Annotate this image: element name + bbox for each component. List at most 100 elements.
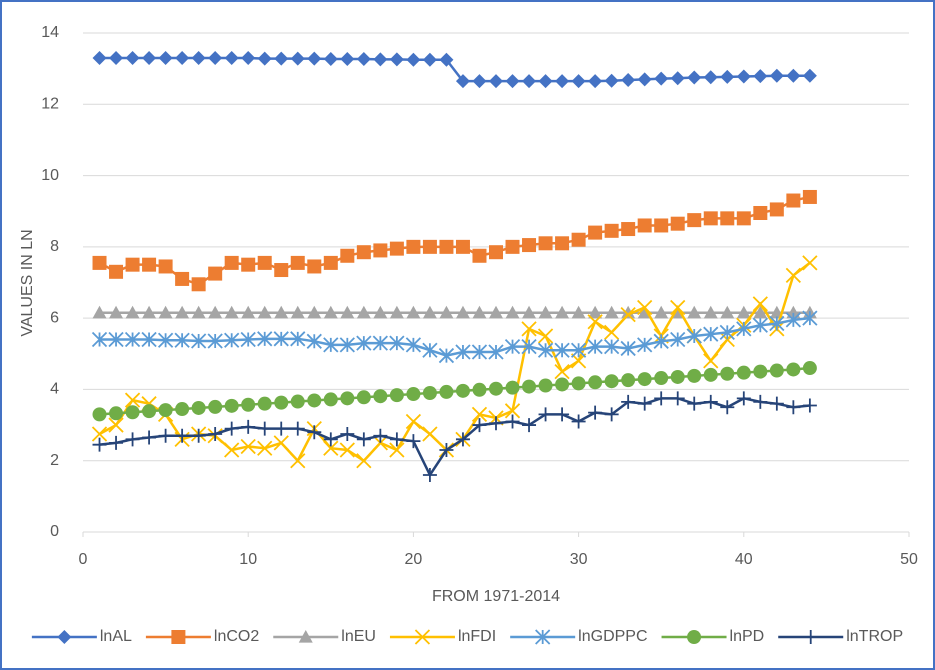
marker <box>157 332 174 348</box>
marker <box>422 239 437 254</box>
marker <box>720 366 735 381</box>
marker <box>191 333 207 349</box>
legend-label: lnEU <box>341 628 376 645</box>
x-tick-label: 0 <box>79 551 88 568</box>
marker <box>571 376 586 391</box>
marker <box>703 326 719 342</box>
marker <box>472 382 487 397</box>
marker <box>389 432 404 447</box>
marker <box>422 305 437 319</box>
marker <box>802 398 817 413</box>
marker <box>637 372 652 387</box>
marker <box>604 407 619 422</box>
marker <box>555 377 570 392</box>
marker <box>240 331 256 348</box>
marker <box>588 405 603 420</box>
marker <box>571 305 586 319</box>
marker <box>439 443 454 458</box>
marker <box>537 328 554 344</box>
marker <box>109 50 124 65</box>
marker <box>504 339 521 355</box>
marker <box>555 305 570 319</box>
marker <box>373 389 388 404</box>
marker <box>356 390 371 405</box>
marker <box>208 305 223 319</box>
marker <box>142 404 157 419</box>
marker <box>224 332 240 348</box>
marker <box>406 434 421 449</box>
marker <box>125 50 140 65</box>
series <box>92 50 817 89</box>
marker <box>505 305 520 319</box>
x-tick-label: 40 <box>735 551 753 568</box>
marker <box>769 202 784 217</box>
marker <box>489 381 503 396</box>
marker <box>422 385 437 400</box>
marker <box>769 68 784 83</box>
marker <box>621 73 636 88</box>
marker <box>637 337 653 353</box>
marker <box>670 391 685 406</box>
marker <box>687 396 702 411</box>
marker <box>720 400 735 415</box>
marker <box>670 71 685 86</box>
marker <box>637 396 652 411</box>
marker <box>471 344 488 360</box>
marker <box>472 305 487 319</box>
marker <box>604 324 620 341</box>
marker <box>769 363 784 378</box>
marker <box>257 440 273 456</box>
marker <box>109 406 124 421</box>
marker <box>307 305 322 319</box>
marker <box>290 331 306 347</box>
marker <box>505 380 520 395</box>
marker <box>703 211 718 226</box>
marker <box>92 255 107 270</box>
marker <box>604 305 619 319</box>
marker <box>373 243 388 258</box>
marker <box>752 296 768 312</box>
marker <box>92 407 107 422</box>
marker <box>802 361 817 376</box>
marker <box>687 70 702 85</box>
marker <box>356 245 371 260</box>
marker <box>670 299 686 316</box>
marker <box>786 68 801 83</box>
marker <box>653 333 669 349</box>
marker <box>108 331 124 348</box>
marker <box>340 391 355 406</box>
marker <box>257 305 272 319</box>
y-tick-label: 0 <box>50 523 59 540</box>
marker <box>570 342 587 358</box>
marker <box>274 51 289 66</box>
marker <box>175 50 190 65</box>
y-axis-title: VALUES IN LN <box>19 229 36 336</box>
marker <box>505 74 520 89</box>
x-tick-label: 30 <box>570 551 588 568</box>
marker <box>158 50 173 65</box>
y-tick-label: 4 <box>50 381 59 398</box>
marker <box>554 342 570 358</box>
marker <box>191 277 206 292</box>
marker <box>670 216 685 231</box>
series <box>92 391 817 482</box>
marker <box>171 630 186 644</box>
marker <box>703 305 718 319</box>
marker <box>175 428 190 443</box>
marker <box>654 391 669 406</box>
marker <box>521 339 537 355</box>
marker <box>504 403 521 419</box>
marker <box>158 403 173 418</box>
marker <box>604 223 619 238</box>
marker <box>753 394 768 409</box>
marker <box>620 340 636 357</box>
marker <box>339 337 355 353</box>
marker <box>307 393 322 408</box>
marker <box>191 50 206 65</box>
marker <box>241 419 256 434</box>
marker <box>505 239 520 254</box>
marker <box>356 305 371 319</box>
marker <box>505 414 520 429</box>
marker <box>422 426 438 442</box>
marker <box>703 367 718 382</box>
